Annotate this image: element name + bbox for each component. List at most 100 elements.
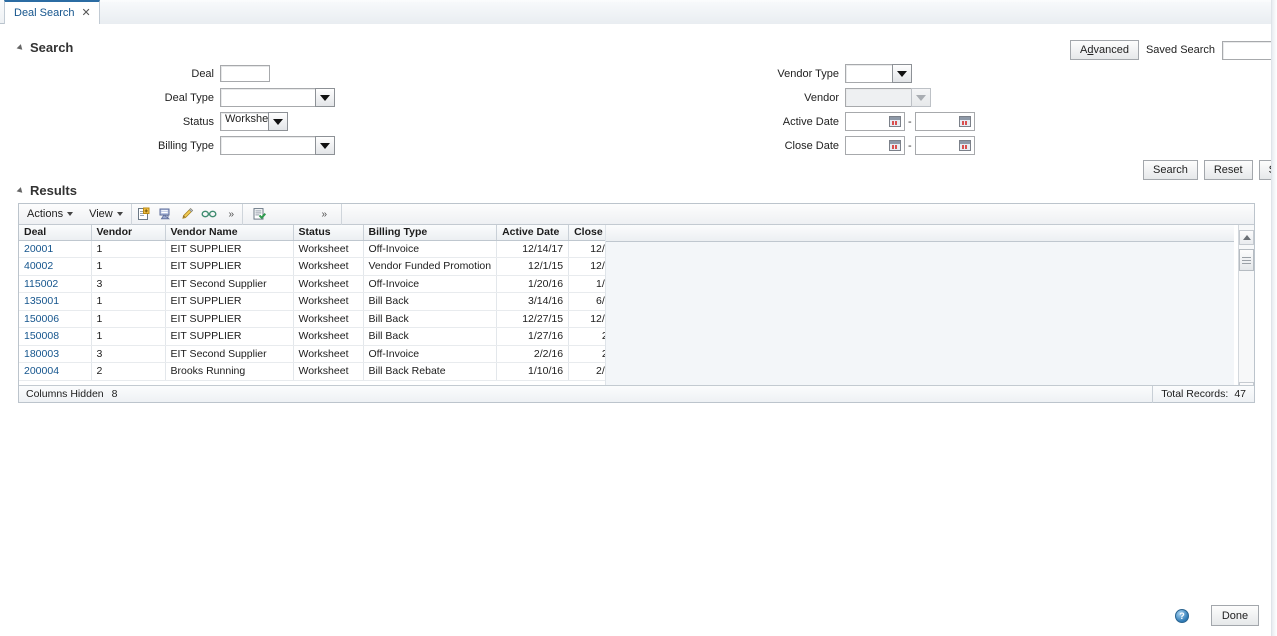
deal-link[interactable]: 40002: [24, 260, 54, 273]
cell-deal[interactable]: 200004: [19, 362, 92, 381]
cell-deal[interactable]: 135001: [19, 292, 92, 311]
done-button[interactable]: Done: [1211, 605, 1259, 626]
calendar-icon[interactable]: [958, 140, 971, 151]
chevron-down-icon[interactable]: [268, 112, 288, 131]
duplicate-icon[interactable]: [154, 204, 176, 225]
cell-vendor: 1: [91, 257, 166, 276]
table-row[interactable]: 180003 3 EIT Second Supplier Worksheet Off-I…: [19, 345, 638, 363]
deal-link[interactable]: 20001: [24, 242, 54, 255]
cell-deal[interactable]: 150006: [19, 310, 92, 328]
collapse-triangle-icon[interactable]: [16, 43, 25, 52]
edit-icon[interactable]: [176, 204, 198, 225]
scroll-up-icon[interactable]: [1239, 230, 1254, 245]
close-date-to-input[interactable]: [914, 136, 975, 155]
search-section-header[interactable]: Search: [16, 40, 73, 55]
table-row[interactable]: 150008 1 EIT SUPPLIER Worksheet Bill Back 1/2…: [19, 327, 638, 346]
close-icon[interactable]: ✕: [81, 6, 91, 19]
table-row[interactable]: 200004 2 Brooks Running Worksheet Bill Back …: [19, 362, 638, 381]
chevron-down-icon[interactable]: [315, 88, 335, 107]
toolbar-divider: [340, 203, 342, 225]
tab-label: Deal Search: [14, 7, 75, 19]
results-section-header[interactable]: Results: [16, 183, 77, 198]
scrollbar-thumb[interactable]: [1239, 249, 1254, 271]
cell-billing-type: Bill Back: [363, 327, 498, 346]
results-panel: Actions View: [18, 203, 1255, 403]
cell-active-date: 2/2/16: [496, 345, 570, 363]
view-menu-label: View: [89, 208, 113, 220]
column-header-active-date[interactable]: Active Date: [496, 225, 570, 241]
table-body: 20001 1 EIT SUPPLIER Worksheet Off-Invoice 12…: [19, 240, 638, 381]
results-status-bar: Columns Hidden 8 Total Records: 47: [19, 385, 1254, 403]
cell-vendor: 3: [91, 275, 166, 293]
chevron-down-icon[interactable]: [892, 64, 912, 83]
cell-status: Worksheet: [293, 327, 364, 346]
deal-link[interactable]: 180003: [24, 347, 60, 360]
table-row[interactable]: 115002 3 EIT Second Supplier Worksheet Off-I…: [19, 275, 638, 293]
grid-empty-area: [605, 225, 1234, 402]
deal-link[interactable]: 115002: [24, 277, 59, 290]
deal-link[interactable]: 150008: [24, 330, 60, 343]
help-icon[interactable]: ?: [1175, 608, 1189, 623]
column-header-status[interactable]: Status: [293, 225, 364, 241]
saved-search-select[interactable]: [1222, 40, 1277, 60]
deal-link[interactable]: 150006: [24, 312, 60, 325]
calendar-icon[interactable]: [958, 116, 971, 127]
table-row[interactable]: 20001 1 EIT SUPPLIER Worksheet Off-Invoice 12…: [19, 240, 638, 258]
right-edge-gutter: [1271, 0, 1277, 636]
deal-type-select[interactable]: [220, 88, 335, 107]
table-row[interactable]: 40002 1 EIT SUPPLIER Worksheet Vendor Funded…: [19, 257, 638, 276]
status-value: Worksheet: [225, 113, 278, 125]
vendor-type-select[interactable]: [845, 64, 912, 83]
view-menu[interactable]: View: [81, 204, 131, 225]
cell-vendor: 1: [91, 327, 166, 346]
columns-hidden-value: 8: [111, 388, 118, 400]
cell-deal[interactable]: 150008: [19, 327, 92, 346]
deal-link[interactable]: 135001: [24, 295, 60, 308]
cell-vendor-name: EIT SUPPLIER: [165, 327, 294, 346]
cell-deal[interactable]: 115002: [19, 275, 92, 293]
table-row[interactable]: 150006 1 EIT SUPPLIER Worksheet Bill Back 12/…: [19, 310, 638, 328]
toolbar-overflow-button-2[interactable]: »: [321, 208, 327, 220]
deal-link[interactable]: 200004: [24, 365, 60, 378]
close-date-from-input[interactable]: [845, 136, 905, 155]
chevron-down-icon[interactable]: [315, 136, 335, 155]
cell-status: Worksheet: [293, 257, 364, 276]
table-header-row: Deal Vendor Vendor Name Status Billing T…: [19, 225, 638, 241]
collapse-triangle-icon[interactable]: [16, 186, 25, 195]
vendor-select[interactable]: [845, 88, 931, 107]
toolbar-overflow-button[interactable]: »: [228, 208, 234, 220]
deal-input[interactable]: [220, 65, 270, 82]
active-date-separator: -: [908, 115, 912, 128]
active-date-to-input[interactable]: [914, 112, 975, 131]
column-header-billing-type[interactable]: Billing Type: [363, 225, 498, 241]
export-icon[interactable]: [249, 204, 271, 225]
active-date-from-input[interactable]: [845, 112, 905, 131]
cell-deal[interactable]: 20001: [19, 240, 92, 258]
cell-vendor-name: EIT SUPPLIER: [165, 240, 294, 258]
cell-billing-type: Off-Invoice: [363, 345, 498, 363]
cell-deal[interactable]: 40002: [19, 257, 92, 276]
reset-button[interactable]: Reset: [1203, 160, 1253, 180]
calendar-icon[interactable]: [889, 116, 901, 127]
cell-vendor-name: Brooks Running: [165, 362, 294, 381]
cell-deal[interactable]: 180003: [19, 345, 92, 363]
tab-deal-search[interactable]: Deal Search ✕: [4, 0, 100, 24]
view-details-icon[interactable]: [198, 204, 220, 225]
search-button[interactable]: Search: [1143, 160, 1198, 180]
calendar-icon[interactable]: [889, 140, 901, 151]
billing-type-select[interactable]: [220, 136, 335, 155]
search-actions: Search Reset Save...: [1143, 160, 1277, 180]
column-header-vendor[interactable]: Vendor: [91, 225, 166, 241]
field-vendor: Vendor: [720, 88, 931, 107]
actions-menu[interactable]: Actions: [19, 204, 81, 225]
create-icon[interactable]: [132, 204, 154, 225]
vendor-type-label: Vendor Type: [777, 67, 839, 80]
table-row[interactable]: 135001 1 EIT SUPPLIER Worksheet Bill Back 3/1…: [19, 292, 638, 311]
column-header-vendor-name[interactable]: Vendor Name: [165, 225, 294, 241]
column-header-deal[interactable]: Deal: [19, 225, 92, 241]
results-vertical-scrollbar[interactable]: [1238, 225, 1254, 402]
status-select[interactable]: Worksheet: [220, 112, 288, 131]
cell-active-date: 12/1/15: [496, 257, 570, 276]
toolbar-divider: [241, 203, 243, 225]
